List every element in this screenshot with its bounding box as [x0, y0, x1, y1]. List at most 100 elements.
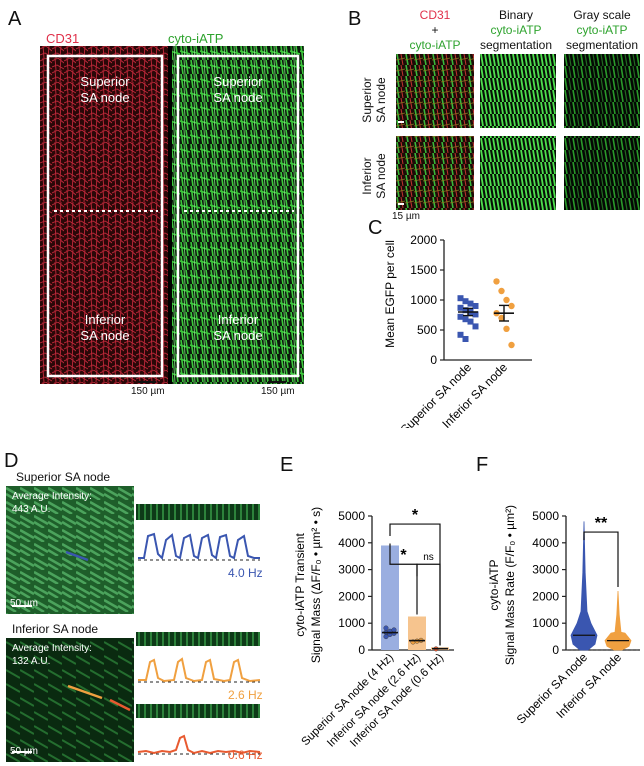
panel-b-scalebar: 15 µm	[392, 211, 420, 222]
chart-c-point	[498, 314, 505, 322]
panel-a-iatp-superior: Superior SA node	[213, 74, 263, 105]
chart-f-ylabel-2: Signal Mass Rate (F/F₀ • µm²)	[503, 505, 517, 665]
chart-c-point	[498, 287, 505, 295]
chart-c-point	[462, 316, 469, 323]
trace-4hz	[138, 532, 260, 560]
panel-a-scalebar-right-line	[268, 381, 286, 383]
panel-a-scalebar-left: 150 µm	[131, 386, 165, 397]
panel-a-iatp-inferior: Inferior SA node	[213, 312, 263, 343]
chart-c-point	[493, 278, 500, 285]
freq-0-6hz: 0.6 Hz	[228, 748, 263, 762]
inferior-linescan-line-orange	[67, 684, 103, 700]
panel-b-row2-label: Inferior SA node	[360, 153, 388, 199]
panel-d-inferior-intensity: Average Intensity: 132 A.U.	[12, 643, 92, 667]
b-superior-merge	[396, 54, 474, 128]
chart-e-ytick-label: 0	[358, 643, 365, 657]
chart-e-bar	[381, 545, 399, 650]
panel-letter-a: A	[8, 8, 22, 30]
chart-e-sig-label: *	[400, 547, 407, 564]
chart-c-ytick-label: 1000	[410, 293, 437, 307]
chart-c-point	[503, 296, 510, 304]
chart-e-xlabel: Inferior SA node (0.6 Hz)	[348, 652, 446, 750]
panel-letter-e: E	[280, 454, 294, 476]
panel-letter-d: D	[4, 450, 19, 472]
panel-d-inferior-image	[6, 638, 134, 762]
panel-a-scalebar-left-line	[138, 381, 156, 383]
chart-c-point	[462, 298, 469, 305]
chart-e-ylabel-1: cyto-iATP Transient	[293, 533, 307, 637]
inferior-linescan-line-red	[109, 698, 131, 712]
chart-e-sig-label: ns	[423, 552, 434, 563]
b-superior-gray	[564, 54, 640, 128]
b-superior-binary	[480, 54, 556, 128]
panel-b-col1-header: CD31 + cyto-iATP	[409, 8, 461, 52]
chart-e: cyto-iATP Transient Signal Mass (ΔF/F₀ •…	[293, 507, 454, 750]
chart-c-ytick-label: 1500	[410, 263, 437, 277]
chart-c-point	[472, 323, 479, 330]
chart-f-sig-label: **	[595, 515, 608, 532]
panel-a-micrographs	[40, 46, 304, 384]
freq-4hz: 4.0 Hz	[228, 566, 263, 580]
chart-c-point	[457, 313, 464, 320]
panel-a-cd31-inferior: Inferior SA node	[80, 312, 130, 343]
chart-c-point	[472, 311, 479, 318]
chart-c-point	[462, 336, 469, 342]
chart-e-point	[391, 627, 397, 633]
chart-f-ytick-label: 2000	[532, 589, 559, 603]
iatp-roi-box	[176, 54, 300, 378]
chart-c-point	[457, 295, 464, 302]
kymograph-1	[136, 504, 260, 520]
chart-f-ytick-label: 3000	[532, 563, 559, 577]
kymograph-2	[136, 632, 260, 646]
b-inferior-gray	[564, 136, 640, 210]
chart-c-ylabel: Mean EGFP per cell	[383, 240, 397, 348]
panel-letter-c: C	[368, 217, 383, 239]
panel-d-superior-image	[6, 486, 134, 614]
chart-e-ytick-label: 3000	[338, 563, 365, 577]
panel-a-label-iatp: cyto-iATP	[168, 31, 224, 46]
chart-f-violin	[604, 591, 632, 651]
chart-c-point	[472, 303, 479, 309]
chart-f-violin	[570, 521, 598, 651]
chart-c-point	[503, 325, 510, 332]
chart-f-ylabel-1: cyto-iATP	[487, 559, 501, 610]
freq-2-6hz: 2.6 Hz	[228, 688, 263, 702]
panel-a-label-cd31: CD31	[46, 31, 80, 46]
panel-d-superior-title: Superior SA node	[16, 470, 111, 484]
chart-c-point	[457, 304, 464, 311]
panel-d-superior-intensity: Average Intensity: 443 A.U.	[12, 491, 92, 515]
chart-e-ylabel-2: Signal Mass (ΔF/F₀ • µm² • s)	[309, 507, 323, 663]
chart-f: cyto-iATP Signal Mass Rate (F/F₀ • µm²) …	[487, 505, 640, 727]
chart-f-ytick-label: 0	[552, 643, 559, 657]
superior-linescan-line	[65, 550, 89, 562]
trace-2-6hz	[138, 657, 261, 683]
chart-c-ytick-label: 2000	[410, 233, 437, 247]
chart-e-sig-label: *	[412, 507, 419, 524]
trace-0-6hz	[137, 734, 261, 755]
b-inferior-merge	[396, 136, 474, 210]
chart-e-sig-bracket	[389, 543, 418, 615]
chart-e-ytick-label: 5000	[338, 509, 365, 523]
panel-b-micrographs	[396, 54, 640, 210]
chart-c-point	[508, 341, 515, 349]
chart-e-ytick-label: 2000	[338, 589, 365, 603]
panel-d-superior-scalebar: 50 µm	[10, 598, 38, 609]
kymograph-3	[136, 704, 260, 718]
iatp-micrograph	[172, 46, 304, 384]
chart-c-ytick-label: 0	[430, 353, 437, 367]
chart-c-xlabel: Superior SA node	[398, 360, 475, 428]
panel-b-row1-label: Superior SA node	[360, 77, 388, 123]
panel-d-inferior-title: Inferior SA node	[12, 622, 99, 636]
panel-letter-f: F	[476, 454, 489, 476]
chart-c-point	[457, 331, 464, 338]
chart-e-bar	[408, 616, 426, 650]
panel-letter-b: B	[348, 8, 362, 30]
chart-c-ytick-label: 500	[417, 323, 437, 337]
b-inferior-binary	[480, 136, 556, 210]
panel-a-scalebar-right: 150 µm	[261, 386, 295, 397]
chart-f-ytick-label: 5000	[532, 509, 559, 523]
chart-f-ytick-label: 4000	[532, 536, 559, 550]
chart-c-point	[467, 318, 474, 325]
cd31-micrograph	[40, 46, 168, 384]
cd31-roi-box	[46, 54, 164, 378]
